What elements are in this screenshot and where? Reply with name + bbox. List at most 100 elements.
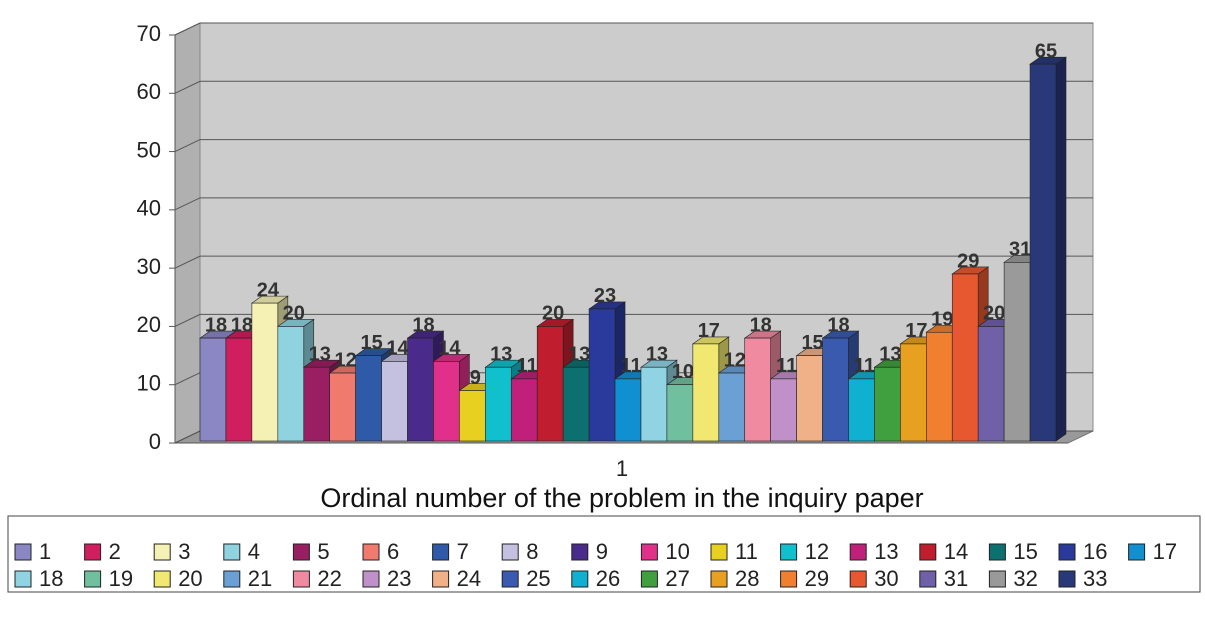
legend-swatch (84, 570, 102, 588)
legend-swatch (501, 543, 519, 561)
bar (770, 378, 797, 442)
data-label: 14 (386, 338, 409, 360)
legend-swatch (919, 570, 937, 588)
bar (485, 366, 512, 442)
data-label: 65 (1035, 40, 1057, 62)
legend-swatch (710, 543, 728, 561)
legend-swatch (14, 570, 32, 588)
data-label: 29 (957, 250, 979, 272)
data-label: 24 (257, 279, 280, 301)
bar (848, 378, 875, 442)
legend-label: 21 (248, 566, 272, 591)
bar (199, 337, 227, 442)
data-label: 10 (672, 361, 694, 383)
side-wall (174, 22, 201, 444)
legend-label: 18 (39, 566, 63, 591)
bar (329, 372, 356, 442)
legend-swatch (153, 543, 171, 561)
legend-label: 16 (1083, 539, 1107, 564)
legend-swatch (919, 543, 937, 561)
legend-label: 6 (387, 539, 399, 564)
data-label: 13 (309, 344, 331, 366)
grid-line (174, 22, 1093, 36)
bar (588, 308, 616, 442)
legend-swatch (849, 543, 867, 561)
bar (1029, 63, 1057, 442)
legend-swatch (362, 570, 380, 588)
y-tick-label: 0 (149, 429, 161, 454)
y-tick-label: 30 (137, 254, 161, 279)
bar (355, 355, 382, 442)
data-label: 18 (750, 314, 772, 336)
legend-swatch (84, 543, 102, 561)
grid-line (174, 313, 1093, 327)
legend-label: 5 (317, 539, 329, 564)
bar (614, 378, 642, 442)
legend-label: 19 (109, 566, 133, 591)
y-tick-label: 40 (137, 196, 161, 221)
bar (926, 331, 953, 442)
legend-label: 15 (1013, 539, 1037, 564)
grid-line (174, 80, 1093, 94)
legend-label: 17 (1153, 539, 1177, 564)
data-label: 19 (931, 309, 953, 331)
legend-swatch (988, 543, 1006, 561)
data-label: 13 (568, 344, 590, 366)
legend-swatch (432, 570, 450, 588)
legend-label: 32 (1013, 566, 1037, 591)
data-label: 11 (854, 355, 875, 377)
x-axis-title: Ordinal number of the problem in the inq… (320, 483, 923, 513)
bar (744, 337, 771, 442)
data-label: 14 (438, 338, 461, 360)
data-label: 23 (594, 285, 616, 307)
legend-swatch (153, 570, 171, 588)
legend-swatch (223, 570, 241, 588)
legend-swatch (432, 543, 450, 561)
legend-label: 30 (874, 566, 898, 591)
grid-line (174, 255, 1093, 269)
bar (225, 337, 253, 442)
bar (510, 378, 538, 442)
y-tick-label: 60 (137, 79, 161, 104)
legend-swatch (14, 543, 32, 561)
bar (536, 326, 564, 442)
bar (251, 302, 279, 442)
legend-label: 23 (387, 566, 411, 591)
data-label: 18 (231, 314, 253, 336)
legend-label: 9 (596, 539, 608, 564)
data-label: 17 (698, 320, 720, 342)
bar (718, 372, 746, 442)
legend-swatch (988, 570, 1006, 588)
bar (822, 337, 849, 442)
x-tick-label: 1 (616, 456, 628, 481)
legend-swatch (640, 543, 658, 561)
bar (433, 361, 460, 442)
legend-swatch (223, 543, 241, 561)
data-label: 18 (205, 314, 227, 336)
bar (277, 326, 305, 442)
legend-swatch (571, 543, 589, 561)
legend-label: 20 (178, 566, 202, 591)
legend-swatch (571, 570, 589, 588)
data-label: 20 (983, 303, 1005, 325)
legend-label: 14 (944, 539, 968, 564)
bar (303, 366, 330, 442)
legend-label: 28 (735, 566, 759, 591)
legend-label: 33 (1083, 566, 1107, 591)
data-label: 12 (724, 349, 746, 371)
legend-label: 12 (805, 539, 829, 564)
data-label: 17 (905, 320, 927, 342)
legend-label: 8 (526, 539, 538, 564)
legend-label: 31 (944, 566, 968, 591)
data-label: 31 (1009, 239, 1031, 261)
bar (1003, 262, 1031, 442)
y-tick-label: 70 (137, 21, 161, 46)
bar (562, 366, 590, 442)
data-label: 11 (776, 355, 797, 377)
legend-swatch (292, 570, 310, 588)
data-label: 15 (360, 332, 382, 354)
data-label: 13 (490, 344, 512, 366)
legend-swatch (362, 543, 380, 561)
y-tick-label: 10 (137, 371, 161, 396)
legend-label: 2 (109, 539, 121, 564)
